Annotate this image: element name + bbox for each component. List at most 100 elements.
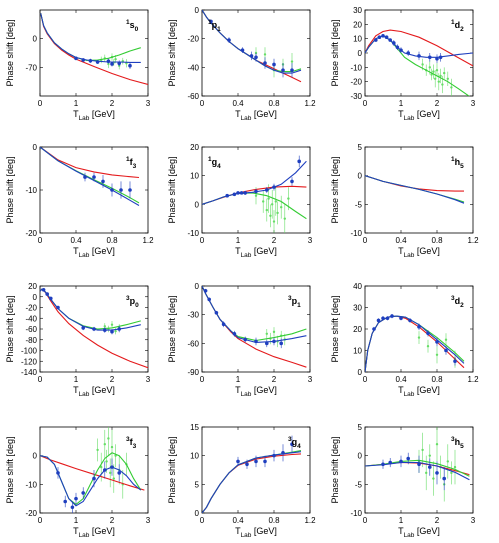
y-tick-label: 0 <box>195 509 200 518</box>
panel-label: 3f3 <box>126 436 137 450</box>
series-line-blue <box>40 455 142 507</box>
data-point-green <box>437 80 440 83</box>
plot-area <box>40 287 148 369</box>
data-point-green <box>269 214 272 217</box>
x-tick-label: 1.2 <box>142 236 154 245</box>
data-point-blue <box>374 38 378 42</box>
data-point-green <box>283 217 286 220</box>
y-tick-label: 0 <box>358 452 363 461</box>
panel-10: -20 -10 0 0 1 2 3 Phase shift [deg] TLab [GeV] 3f… <box>5 426 151 539</box>
panel-label: 3g4 <box>288 436 301 450</box>
data-point-blue <box>385 316 390 321</box>
data-point-blue <box>392 41 396 45</box>
data-point-green <box>110 323 114 326</box>
data-point-blue <box>41 287 46 292</box>
series-line-green <box>202 192 307 220</box>
data-point-blue <box>254 339 258 344</box>
data-point-blue <box>377 35 382 40</box>
data-point-green <box>276 211 279 215</box>
data-point-green <box>450 86 453 89</box>
data-point-blue <box>388 38 393 42</box>
y-axis-label: Phase shift [deg] <box>167 156 177 223</box>
data-point-green <box>267 197 270 200</box>
plot-area <box>202 10 302 83</box>
panel-12: -10 -5 0 5 0 1 2 3 Phase shift [deg] TLab [GeV] 3h… <box>330 423 476 539</box>
data-point-blue <box>225 193 229 198</box>
y-tick-label: -30 <box>350 92 362 101</box>
plot-area <box>202 155 307 233</box>
x-tick-label: 0.8 <box>268 516 280 525</box>
data-point-green <box>103 443 107 446</box>
y-tick-label: 10 <box>190 452 199 461</box>
data-point-blue <box>290 68 294 72</box>
data-point-blue <box>106 59 111 63</box>
panel-9: 0 10 20 30 40 0 0.4 0.8 1.2 Phase shift [deg] TLab… <box>330 282 479 398</box>
x-tick-label: 0 <box>363 375 368 384</box>
data-point-blue <box>92 476 96 481</box>
x-tick-label: 0 <box>200 516 205 525</box>
x-tick-label: 0.4 <box>70 236 82 245</box>
y-tick-label: 0 <box>33 293 38 302</box>
y-tick-label: -5 <box>355 480 363 489</box>
x-tick-label: 1 <box>236 375 241 384</box>
y-tick-label: -90 <box>187 368 199 377</box>
x-tick-label: 2 <box>110 516 115 525</box>
data-point-green <box>280 206 283 209</box>
panel-label: 1s0 <box>126 19 139 33</box>
y-tick-label: 0 <box>358 172 363 181</box>
y-axis-label: Phase shift [deg] <box>5 19 15 86</box>
y-tick-label: 0 <box>33 452 38 461</box>
data-point-blue <box>110 188 114 192</box>
data-point-blue <box>81 326 85 330</box>
data-point-green <box>107 62 110 66</box>
data-point-green <box>105 460 108 463</box>
y-tick-label: -10 <box>187 229 199 238</box>
data-point-green <box>439 74 442 78</box>
data-point-green <box>265 208 268 212</box>
panel-11: 0 5 10 15 0 0.4 0.8 1.2 Phase shift [deg] TLab [G… <box>167 423 316 539</box>
data-point-blue <box>232 331 237 336</box>
data-point-green <box>272 220 276 223</box>
data-point-blue <box>265 188 269 192</box>
data-point-blue <box>406 456 411 461</box>
x-tick-label: 0.8 <box>431 236 443 245</box>
data-point-blue <box>263 61 267 65</box>
data-point-green <box>432 70 435 73</box>
y-tick-label: -100 <box>21 347 38 356</box>
y-axis-label: Phase shift [deg] <box>330 436 340 503</box>
x-tick-label: 0 <box>38 99 43 108</box>
data-point-blue <box>245 462 249 467</box>
data-point-blue <box>272 339 276 344</box>
data-point-blue <box>214 310 219 315</box>
data-point-green <box>107 437 110 440</box>
y-axis-label: Phase shift [deg] <box>167 436 177 503</box>
x-tick-label: 1.2 <box>467 375 479 384</box>
data-point-green <box>428 66 431 69</box>
y-tick-label: 0 <box>358 368 363 377</box>
data-point-blue <box>103 328 107 332</box>
data-point-blue <box>232 192 237 197</box>
data-point-green <box>96 448 99 452</box>
data-point-green <box>444 338 448 341</box>
data-point-green <box>114 57 117 61</box>
data-point-blue <box>56 471 60 475</box>
y-tick-label: -5 <box>355 200 363 209</box>
panel-label: 1h5 <box>451 156 464 170</box>
data-point-green <box>290 60 294 63</box>
x-tick-label: 3 <box>308 375 313 384</box>
data-point-blue <box>243 337 247 342</box>
data-point-blue <box>49 296 53 301</box>
series-line-blue <box>365 461 470 481</box>
panel-4: -20 -10 0 0 0.4 0.8 1.2 Phase shift [deg] TLab [… <box>5 143 154 259</box>
data-point-blue <box>444 348 448 353</box>
data-point-blue <box>417 325 421 329</box>
data-point-blue <box>376 318 381 323</box>
data-point-green <box>453 465 457 469</box>
plot-area <box>202 435 302 513</box>
plot-frame <box>39 9 149 97</box>
data-point-green <box>421 448 424 452</box>
y-axis-label: Phase shift [deg] <box>5 156 15 223</box>
series-line-red <box>40 455 145 491</box>
data-point-blue <box>272 185 276 189</box>
x-tick-label: 1 <box>74 375 79 384</box>
